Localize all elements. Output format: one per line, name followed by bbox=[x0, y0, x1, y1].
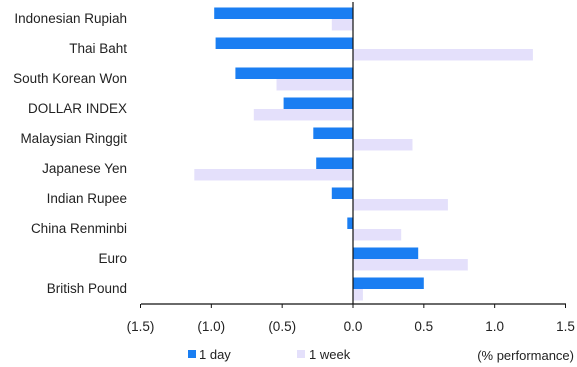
bars bbox=[194, 7, 533, 301]
category-label: Indian Rupee bbox=[47, 191, 127, 206]
category-label: Thai Baht bbox=[69, 41, 127, 56]
legend-label-1day: 1 day bbox=[199, 347, 231, 362]
legend: 1 day 1 week bbox=[188, 347, 351, 362]
bar-1day-south-korean-won bbox=[235, 67, 353, 79]
bar-1week-euro bbox=[353, 259, 468, 271]
x-tick-label: 1.5 bbox=[556, 319, 575, 334]
bar-1day-malaysian-ringgit bbox=[313, 127, 353, 139]
legend-label-1week: 1 week bbox=[309, 347, 351, 362]
category-label: China Renminbi bbox=[31, 221, 127, 236]
category-label: Indonesian Rupiah bbox=[14, 11, 127, 26]
bar-1week-china-renminbi bbox=[353, 229, 402, 241]
bar-1week-malaysian-ringgit bbox=[353, 139, 413, 151]
axes bbox=[140, 2, 566, 308]
bar-1day-thai-baht bbox=[215, 37, 353, 49]
x-tick-label: 1.0 bbox=[485, 319, 504, 334]
category-label: Euro bbox=[98, 251, 127, 266]
bar-1day-indonesian-rupiah bbox=[214, 7, 353, 19]
bar-1day-indian-rupee bbox=[331, 187, 354, 199]
category-label: Malaysian Ringgit bbox=[20, 131, 127, 146]
bar-1day-china-renminbi bbox=[347, 217, 353, 229]
bar-1week-indonesian-rupiah bbox=[331, 19, 354, 31]
bar-1week-thai-baht bbox=[353, 49, 533, 61]
x-tick-label: (1.5) bbox=[127, 319, 155, 334]
bar-1week-south-korean-won bbox=[276, 79, 353, 91]
legend-swatch-1day bbox=[188, 350, 196, 358]
x-tick-label: 0.0 bbox=[344, 319, 363, 334]
category-label: South Korean Won bbox=[13, 71, 127, 86]
x-tick-label: (1.0) bbox=[197, 319, 225, 334]
units-annotation: (% performance) bbox=[477, 348, 574, 363]
bar-1day-british-pound bbox=[353, 277, 424, 289]
category-labels: Indonesian Rupiah Thai Baht South Korean W… bbox=[13, 11, 127, 296]
category-label: Japanese Yen bbox=[42, 161, 127, 176]
legend-swatch-1week bbox=[297, 350, 305, 358]
bar-1day-dollar-index bbox=[283, 97, 353, 109]
category-label: DOLLAR INDEX bbox=[28, 101, 127, 116]
bar-1day-euro bbox=[353, 247, 419, 259]
bar-1day-japanese-yen bbox=[316, 157, 353, 169]
bar-1week-dollar-index bbox=[253, 109, 353, 121]
bar-1week-japanese-yen bbox=[194, 169, 353, 181]
bar-1week-british-pound bbox=[353, 289, 363, 301]
category-label: British Pound bbox=[47, 281, 127, 296]
bar-1week-indian-rupee bbox=[353, 199, 448, 211]
x-tick-label: 0.5 bbox=[414, 319, 433, 334]
x-tick-labels: (1.5) (1.0) (0.5) 0.0 0.5 1.0 1.5 bbox=[127, 319, 575, 334]
x-tick-label: (0.5) bbox=[268, 319, 296, 334]
